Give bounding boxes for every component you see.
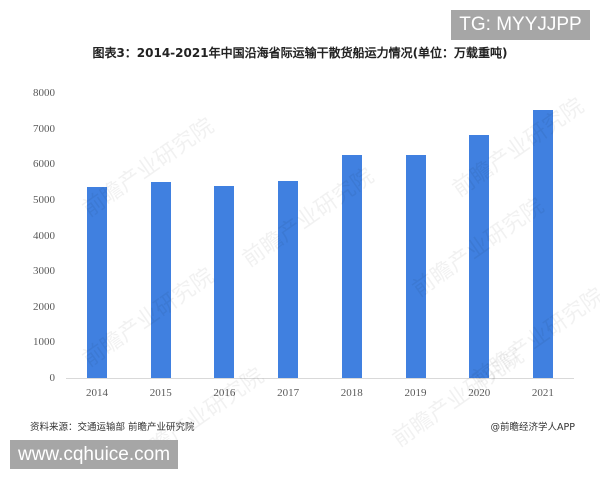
credit-note: @前瞻经济学人APP: [490, 422, 575, 433]
x-tick-label: 2021: [531, 387, 554, 399]
y-tick-label: 0: [49, 372, 56, 384]
bar-2016: [214, 186, 235, 378]
site-badge: www.cqhuice.com: [10, 440, 178, 469]
watermark-text: 前瞻产业研究院: [78, 113, 219, 223]
y-tick-label: 1000: [33, 336, 55, 349]
bar-2014: [87, 187, 107, 378]
bar-2019: [405, 154, 426, 378]
y-tick-label: 7000: [33, 122, 55, 135]
x-axis-line: [66, 378, 574, 379]
bar-chart: 图表3：2014-2021年中国沿海省际运输干散货船运力情况(单位：万载重吨) …: [33, 46, 600, 472]
x-tick-label: 2014: [86, 387, 108, 399]
x-tick-label: 2020: [468, 387, 491, 399]
bar-2020: [469, 135, 490, 378]
y-tick-label: 2000: [33, 300, 55, 313]
bar-2018: [341, 154, 362, 378]
watermark-text: 前瞻产业研究院: [448, 93, 589, 203]
y-tick-label: 5000: [33, 193, 55, 206]
x-tick-label: 2017: [277, 387, 300, 399]
source-note: 资料来源：交通运输部 前瞻产业研究院: [30, 422, 195, 433]
chart-title: 图表3：2014-2021年中国沿海省际运输干散货船运力情况(单位：万载重吨): [92, 46, 508, 60]
y-tick-label: 3000: [33, 265, 55, 278]
bar-2021: [532, 109, 553, 378]
y-tick-label: 6000: [33, 158, 55, 171]
x-tick-label: 2019: [404, 387, 427, 399]
x-tick-label: 2016: [213, 387, 236, 399]
x-tick-label: 2018: [340, 387, 363, 399]
y-tick-label: 4000: [33, 229, 55, 242]
bar-2017: [278, 180, 299, 378]
y-tick-label: 8000: [33, 87, 55, 99]
x-tick-label: 2015: [149, 387, 172, 399]
bar-2015: [150, 182, 171, 378]
tg-badge: TG: MYYJJPP: [451, 10, 590, 40]
